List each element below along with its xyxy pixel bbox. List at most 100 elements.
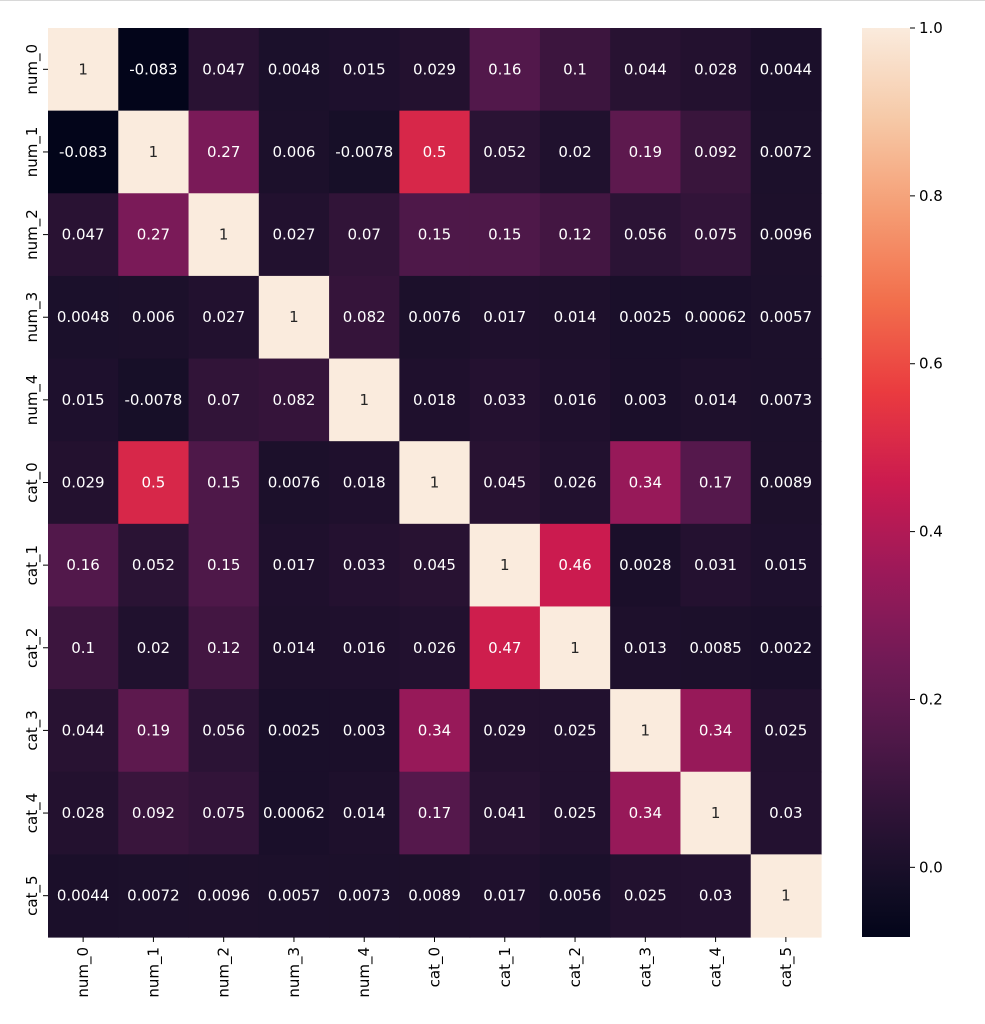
y-tick-label: cat_2 [23,628,42,668]
cell-annotation: 0.0089 [408,887,461,905]
cell-annotation: 1 [219,226,229,244]
cell-annotation: 0.027 [272,226,315,244]
cell-annotation: 0.016 [343,639,386,657]
y-tick-label: cat_0 [23,462,42,502]
colorbar-tick-label: 0.2 [919,690,943,708]
cell-annotation: 1 [500,556,510,574]
cell-annotation: 0.15 [207,474,240,492]
heatmap-cell [469,854,541,938]
cell-annotation: 0.19 [137,721,170,739]
cell-annotation: 0.025 [554,721,597,739]
heatmap-cell [258,358,330,442]
cell-annotation: 0.041 [483,804,526,822]
heatmap-cell [750,358,822,442]
heatmap-cell [399,441,471,525]
x-tick-label: cat_1 [496,947,515,987]
cell-annotation: 0.5 [141,474,165,492]
heatmap-cell [469,28,541,112]
heatmap-cell [258,689,330,773]
heatmap-cell [188,689,260,773]
y-tick-label: cat_5 [23,875,42,915]
heatmap-cell [610,771,682,855]
cell-annotation: 1 [359,391,369,409]
cell-annotation: 0.028 [694,60,737,78]
cell-annotation: 0.026 [554,474,597,492]
cell-annotation: 0.014 [343,804,386,822]
heatmap-cell [258,28,330,112]
cell-annotation: 0.0096 [760,226,813,244]
cell-annotation: 0.12 [558,226,591,244]
cell-annotation: 0.075 [202,804,245,822]
x-tick-label: cat_0 [426,947,445,987]
heatmap-cell [258,771,330,855]
heatmap-cell [680,771,752,855]
heatmap-cell [118,358,190,442]
x-tick-label: num_2 [215,947,234,998]
cell-annotation: 1 [570,639,580,657]
heatmap-cell [399,275,471,360]
cell-annotation: 0.016 [554,391,597,409]
cell-annotation: 0.018 [413,391,456,409]
heatmap-cell [399,854,471,938]
cell-annotation: 0.045 [413,556,456,574]
cell-annotation: 0.5 [423,143,447,161]
y-tick-label: num_0 [23,44,42,95]
heatmap-cell [750,110,822,194]
cell-annotation: -0.083 [59,143,107,161]
cell-annotation: -0.083 [129,60,177,78]
cell-annotation: 0.029 [483,721,526,739]
heatmap-cell [188,358,260,442]
cell-annotation: 0.0056 [549,887,602,905]
cell-annotation: 1 [430,474,440,492]
heatmap-cell [469,441,541,525]
heatmap-cell [469,689,541,773]
cell-annotation: 0.46 [558,556,591,574]
heatmap-cell [539,771,611,855]
heatmap-cell [258,606,330,690]
heatmap-cell [48,441,119,525]
heatmap-cell [329,275,400,360]
cell-annotation: 0.003 [343,721,386,739]
heatmap-cell [680,441,752,525]
cell-annotation: 0.056 [624,226,667,244]
cell-annotation: 0.015 [343,60,386,78]
heatmap-cell [188,523,260,608]
heatmap-cell [329,771,400,855]
heatmap-cell [48,110,119,194]
cell-annotation: 0.15 [488,226,521,244]
heatmap-cell [539,358,611,442]
heatmap-cell [680,275,752,360]
y-axis: num_0 num_1 num_2 num_3 num_4 cat_0 cat_1 cat_2… [23,44,48,916]
heatmap-cell [680,110,752,194]
colorbar-tick-label: 0.0 [919,858,943,876]
x-tick-label: num_0 [74,947,93,998]
heatmap-cell [188,441,260,525]
cell-annotation: 0.075 [694,226,737,244]
heatmap-cell [680,193,752,277]
cell-annotation: 0.12 [207,639,240,657]
heatmap-cells [48,28,822,938]
x-tick-label: num_4 [355,947,374,998]
cell-annotation: 0.02 [137,639,170,657]
heatmap-cell [118,28,190,112]
cell-annotation: 0.082 [343,308,386,326]
cell-annotation: 0.056 [202,721,245,739]
heatmap-cell [539,28,611,112]
colorbar-tick-label: 0.4 [919,523,943,541]
cell-annotation: 0.0072 [127,887,180,905]
x-tick-label: cat_5 [777,947,796,987]
cell-annotation: 0.047 [62,226,105,244]
y-tick-label: num_4 [23,375,42,426]
heatmap-cell [610,854,682,938]
y-tick-label: num_3 [23,292,42,343]
heatmap-cell [118,110,190,194]
colorbar-tick-label: 0.8 [919,187,943,205]
cell-annotation: 0.0044 [57,887,110,905]
heatmap-cell [329,358,400,442]
heatmap-cell [610,28,682,112]
cell-annotation: 0.006 [132,308,175,326]
cell-annotation: 0.044 [62,721,105,739]
heatmap-cell [539,523,611,608]
heatmap-cell [750,771,822,855]
heatmap-cell [610,275,682,360]
